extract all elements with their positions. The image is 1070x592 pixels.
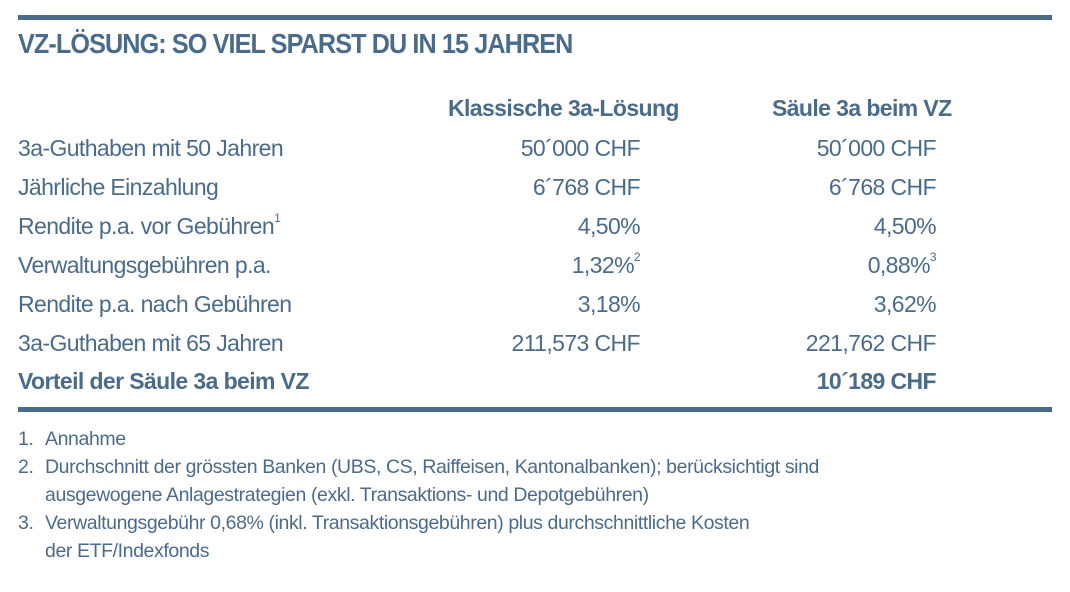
vz-value-text: 6´768 CHF [828,174,937,200]
row-label: 3a-Guthaben mit 65 Jahren [18,330,284,357]
footnote-number: 3. [18,512,34,534]
classic-value-text: 6´768 CHF [532,174,641,200]
page-title: VZ-LÖSUNG: SO VIEL SPARST DU IN 15 JAHRE… [18,28,573,59]
footnote-number: 2. [18,456,34,478]
vz-value-text: 4,50% [873,213,937,239]
footnote-number: 1. [18,428,34,450]
vz-value-text: 50´000 CHF [816,135,937,161]
vz-value-text: 3,62% [873,291,937,317]
classic-value: 1,32%2 [571,250,641,279]
row-label-text: 3a-Guthaben mit 65 Jahren [18,330,284,356]
footnote-ref: 3 [929,250,937,264]
classic-value: 6´768 CHF [532,174,641,201]
footnote-text: Annahme [45,428,126,450]
footnote-text: der ETF/Indexfonds [45,540,210,562]
row-label: Verwaltungsgebühren p.a. [18,252,271,279]
vz-value: 4,50% [873,213,937,240]
row-label: Rendite p.a. nach Gebühren [18,291,292,318]
row-label: Jährliche Einzahlung [18,174,219,201]
row-label-text: Jährliche Einzahlung [18,174,219,200]
footnote: 2. Durchschnitt der grössten Banken (UBS,… [18,453,819,509]
classic-value: 4,50% [577,213,641,240]
total-label: Vorteil der Säule 3a beim VZ [18,368,309,394]
total-value: 10´189 CHF [816,368,937,394]
row-label-text: Verwaltungsgebühren p.a. [18,252,271,278]
classic-value-text: 3,18% [577,291,641,317]
footnote-ref: 1 [274,211,281,225]
classic-value-text: 211,573 CHF [511,330,641,356]
vz-value: 3,62% [873,291,937,318]
footnote-text: Verwaltungsgebühr 0,68% (inkl. Transakti… [45,512,750,534]
classic-value-text: 4,50% [577,213,641,239]
vz-value: 50´000 CHF [816,135,937,162]
footnote: 3. Verwaltungsgebühr 0,68% (inkl. Transak… [18,509,750,565]
row-label-text: Rendite p.a. nach Gebühren [18,291,292,317]
footnote-text: Durchschnitt der grössten Banken (UBS, C… [45,456,819,478]
classic-value-text: 50´000 CHF [520,135,641,161]
top-rule [18,15,1052,20]
footnote-ref: 2 [633,250,641,264]
classic-value-text: 1,32% [571,252,635,278]
row-label: Rendite p.a. vor Gebühren1 [18,211,281,240]
classic-value: 211,573 CHF [512,330,641,357]
row-label-text: Rendite p.a. vor Gebühren [18,213,275,239]
vz-value-text: 221,762 CHF [805,330,937,356]
vz-value: 0,88%3 [867,250,937,279]
row-label: 3a-Guthaben mit 50 Jahren [18,135,284,162]
classic-value: 3,18% [577,291,641,318]
classic-value: 50´000 CHF [520,135,641,162]
footnote: 1. Annahme [18,425,126,453]
vz-value: 221,762 CHF [805,330,937,357]
footnote-text: ausgewogene Anlagestrategien (exkl. Tran… [45,484,649,506]
column-header-classic: Klassische 3a-Lösung [448,95,679,121]
row-label-text: 3a-Guthaben mit 50 Jahren [18,135,284,161]
vz-value: 6´768 CHF [828,174,937,201]
column-header-vz: Säule 3a beim VZ [772,95,952,121]
bottom-rule [18,407,1052,412]
vz-value-text: 0,88% [867,252,931,278]
